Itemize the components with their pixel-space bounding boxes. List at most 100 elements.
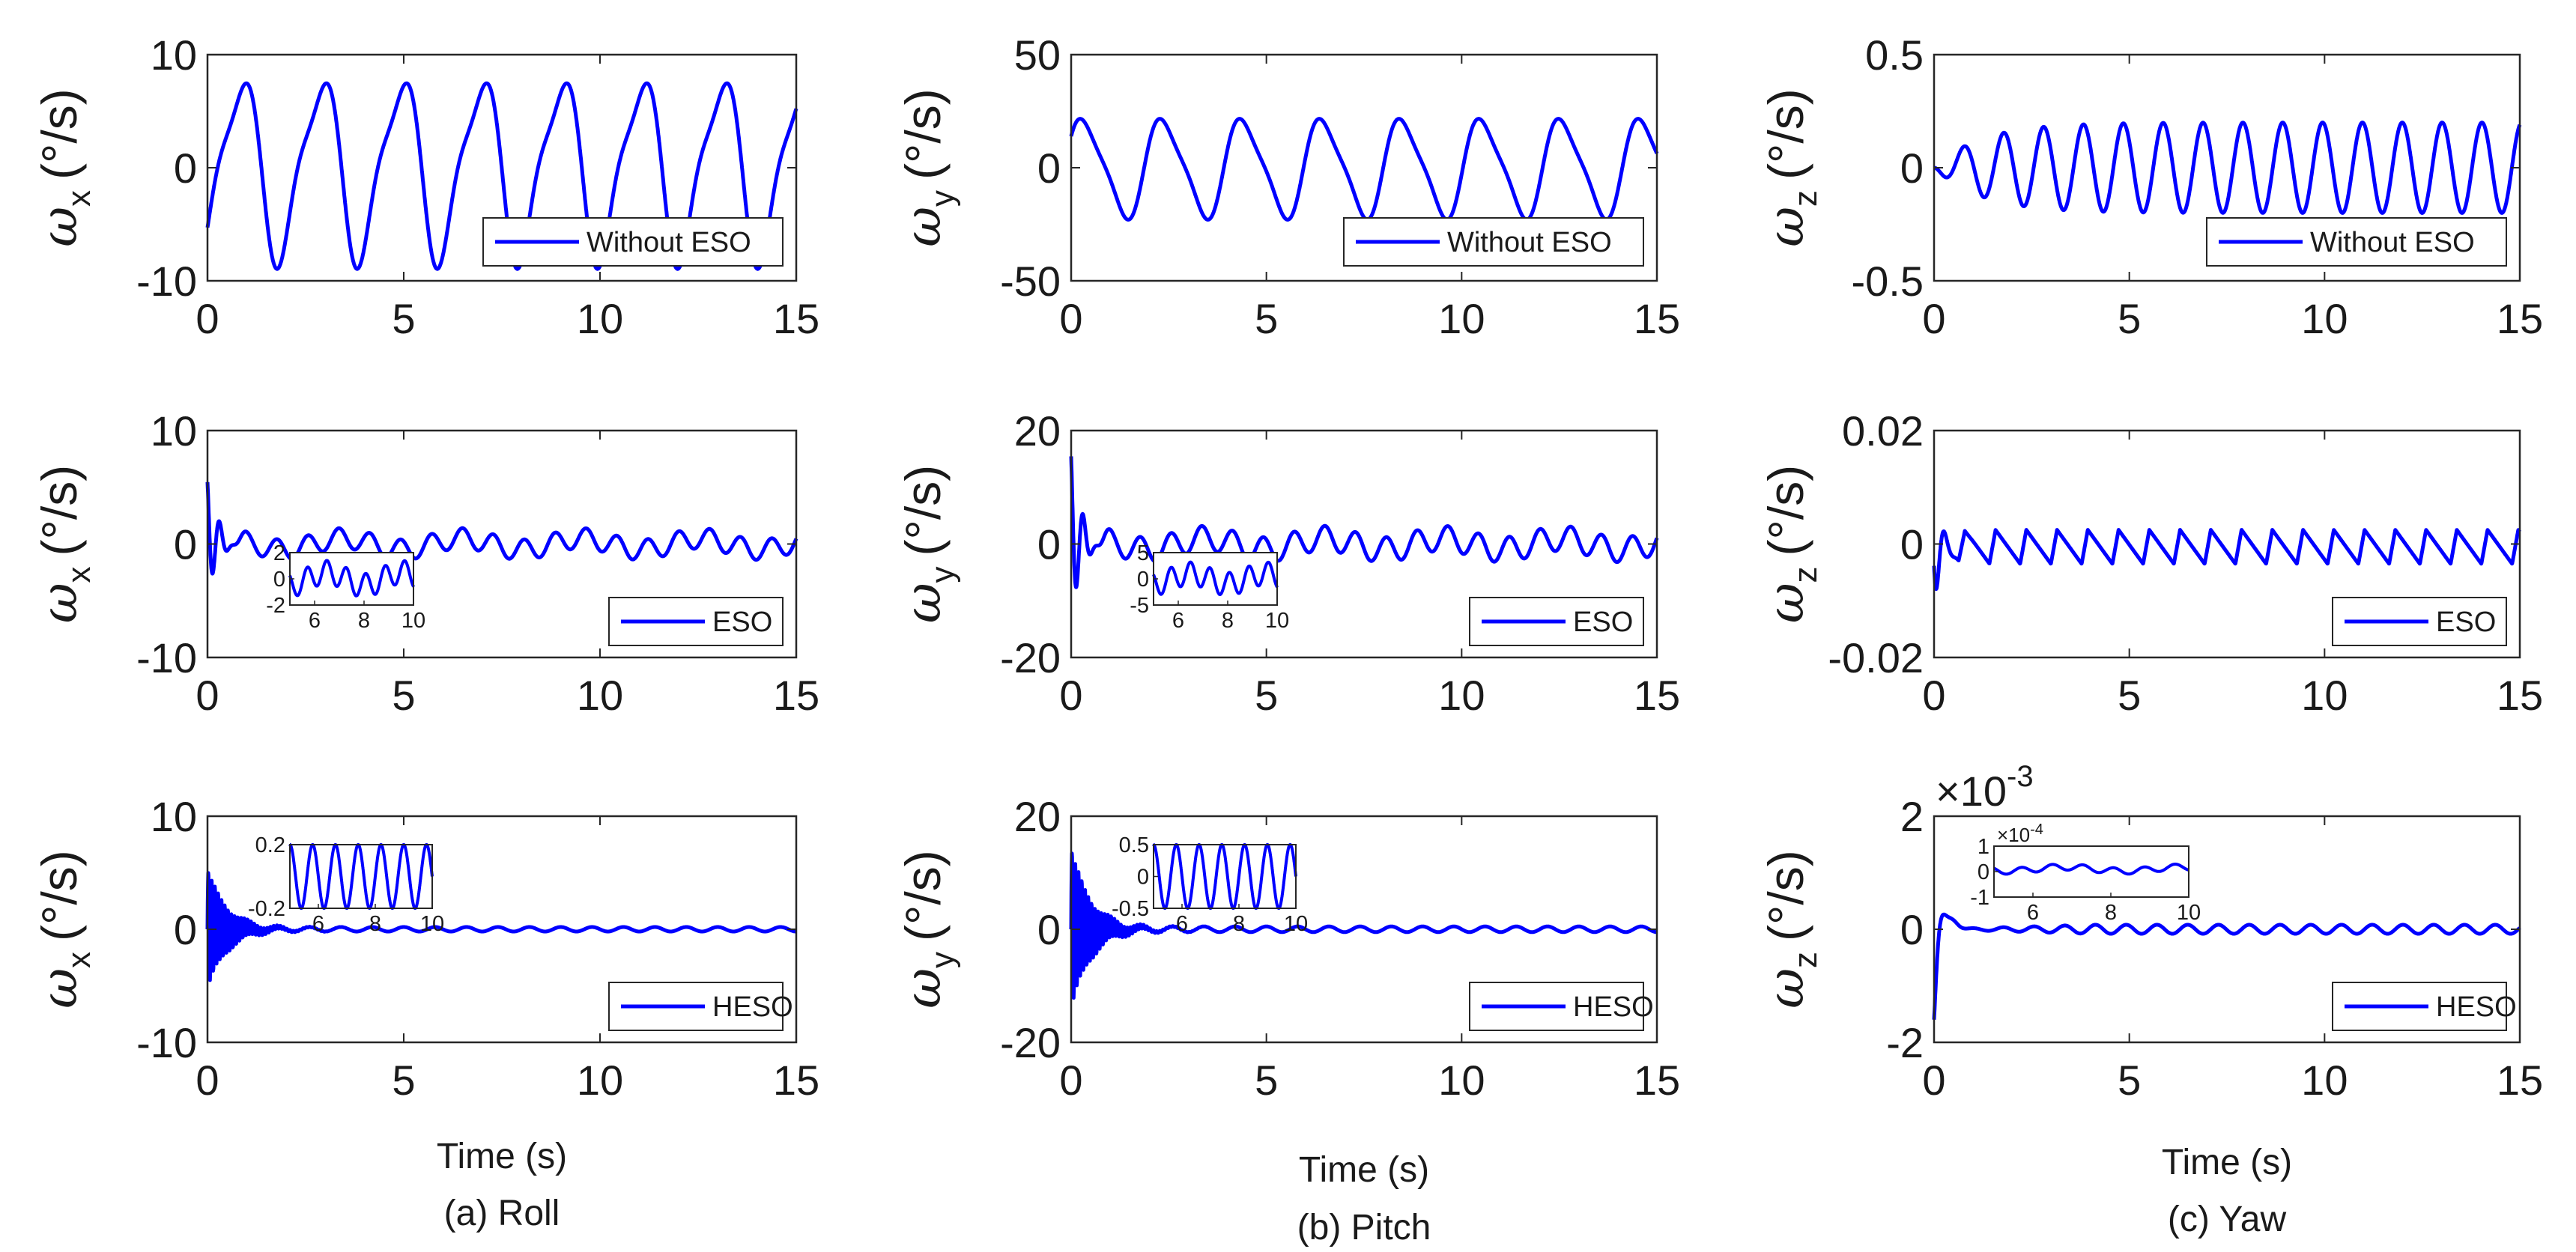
x-tick-label: 15: [1634, 295, 1680, 342]
inset-x-tick-label: 6: [1176, 912, 1188, 936]
y-tick-label: 0: [174, 521, 197, 568]
y-axis-multiplier: ×10-3: [1936, 760, 2034, 815]
inset-y-tick-label: 0.2: [255, 833, 285, 857]
y-tick-label: -10: [136, 258, 197, 305]
x-tick-label: 10: [577, 1057, 623, 1104]
y-axis-label: ωz(°/s): [1757, 88, 1824, 247]
inset-roll-heso: 6 8 10 -0.2 0.2: [248, 833, 444, 936]
x-tick-label: 10: [2301, 295, 2348, 342]
legend-label: HESO: [712, 991, 793, 1023]
x-tick-label: 15: [2497, 1057, 2543, 1104]
inset-y-tick-label: 0: [1137, 866, 1149, 890]
legend: ESO: [1469, 597, 1644, 646]
y-tick-label: -20: [1000, 1019, 1061, 1066]
y-axis-label: ωz(°/s): [1757, 850, 1824, 1009]
panel-yaw-without-eso: 0 5 10 15-0.500.5ωz(°/s)Without ESO: [1757, 31, 2543, 342]
x-tick-label: 0: [1059, 295, 1082, 342]
x-tick-label: 0: [1059, 672, 1082, 719]
series-line-pitch-without-eso: [1069, 117, 1659, 222]
inset-series-line: [1992, 863, 2190, 876]
inset-x-tick-label: 10: [1265, 609, 1289, 633]
y-tick-label: 0: [174, 145, 197, 192]
inset-y-tick-label: 0: [1978, 860, 1989, 884]
x-tick-label: 15: [773, 1057, 819, 1104]
y-axis-label: ωx(°/s): [31, 850, 97, 1009]
inset-x-tick-label: 8: [1233, 912, 1245, 936]
series-line-roll-eso: [205, 481, 798, 576]
inset-series-line: [1152, 560, 1279, 596]
inset-y-tick-label: 0: [273, 568, 285, 592]
inset-y-tick-label: -0.2: [248, 897, 285, 921]
inset-x-tick-label: 6: [309, 609, 321, 633]
y-axis-label: ωx(°/s): [31, 88, 97, 247]
inset-y-tick-label: -5: [1130, 594, 1149, 618]
inset-x-tick-label: 10: [2177, 901, 2201, 925]
y-tick-label: 0: [1900, 906, 1924, 953]
x-tick-label: 10: [577, 295, 623, 342]
inset-x-tick-label: 10: [401, 609, 425, 633]
x-tick-label: 5: [1255, 1057, 1278, 1104]
x-tick-label: 10: [2301, 1057, 2348, 1104]
inset-series-line: [288, 559, 415, 598]
y-tick-label: 0.02: [1842, 407, 1924, 455]
y-tick-label: 0: [1900, 145, 1924, 192]
legend-label: Without ESO: [1447, 227, 1612, 258]
y-tick-label: 0: [1900, 521, 1924, 568]
legend: HESO: [1469, 982, 1654, 1031]
legend: HESO: [608, 982, 793, 1031]
x-tick-label: 5: [392, 672, 415, 719]
x-tick-label: 0: [196, 672, 219, 719]
y-tick-label: -0.5: [1852, 258, 1924, 305]
x-tick-label: 10: [1438, 295, 1485, 342]
y-tick-label: -0.02: [1828, 634, 1924, 681]
inset-x-tick-label: 8: [1222, 609, 1234, 633]
y-tick-label: 2: [1900, 793, 1924, 840]
legend-label: Without ESO: [587, 227, 751, 258]
x-tick-label: 0: [1922, 295, 1945, 342]
legend: Without ESO: [482, 217, 784, 267]
x-tick-label: 0: [1922, 1057, 1945, 1104]
y-tick-label: 0: [1037, 521, 1061, 568]
inset-y-tick-label: 0.5: [1119, 833, 1149, 857]
inset-pitch-eso: 6 8 10 -50 5: [1130, 541, 1289, 633]
series-line-yaw-heso: [1932, 912, 2522, 1020]
series-line-roll-without-eso: [205, 81, 798, 271]
inset-series-line: [1152, 843, 1297, 910]
legend-label: HESO: [1573, 991, 1654, 1023]
x-tick-label: 15: [773, 295, 819, 342]
x-tick-label: 0: [1922, 672, 1945, 719]
x-tick-label: 15: [2497, 672, 2543, 719]
x-tick-label: 15: [1634, 1057, 1680, 1104]
y-tick-label: -10: [136, 1019, 197, 1066]
x-tick-label: 15: [1634, 672, 1680, 719]
y-tick-label: 0.5: [1865, 31, 1924, 79]
x-tick-label: 5: [1255, 295, 1278, 342]
y-tick-label: 10: [151, 407, 197, 455]
x-tick-label: 5: [2118, 1057, 2141, 1104]
x-tick-label: 10: [2301, 672, 2348, 719]
legend: Without ESO: [1343, 217, 1644, 267]
inset-yaw-heso: 6 8 10 -101 ×10-4: [1970, 821, 2201, 925]
inset-y-axis-multiplier: ×10-4: [1997, 821, 2043, 846]
x-axis-label: Time (s): [2162, 1143, 2292, 1182]
x-tick-label: 5: [1255, 672, 1278, 719]
x-tick-label: 5: [2118, 295, 2141, 342]
inset-pitch-heso: 6 8 10 -0.5 0 0.5: [1112, 833, 1308, 936]
inset-x-tick-label: 8: [369, 912, 381, 936]
inset-y-tick-label: 1: [1978, 835, 1989, 859]
inset-y-tick-label: -1: [1970, 886, 1989, 910]
x-tick-label: 0: [1059, 1057, 1082, 1104]
legend: ESO: [608, 597, 784, 646]
caption-pitch: (b) Pitch: [1297, 1208, 1431, 1248]
series-line-pitch-eso: [1069, 456, 1659, 589]
inset-y-tick-label: 5: [1137, 541, 1149, 565]
legend-label: HESO: [2436, 991, 2517, 1023]
x-tick-label: 10: [1438, 672, 1485, 719]
y-axis-label: ωy(°/s): [894, 88, 961, 247]
x-tick-label: 5: [392, 1057, 415, 1104]
